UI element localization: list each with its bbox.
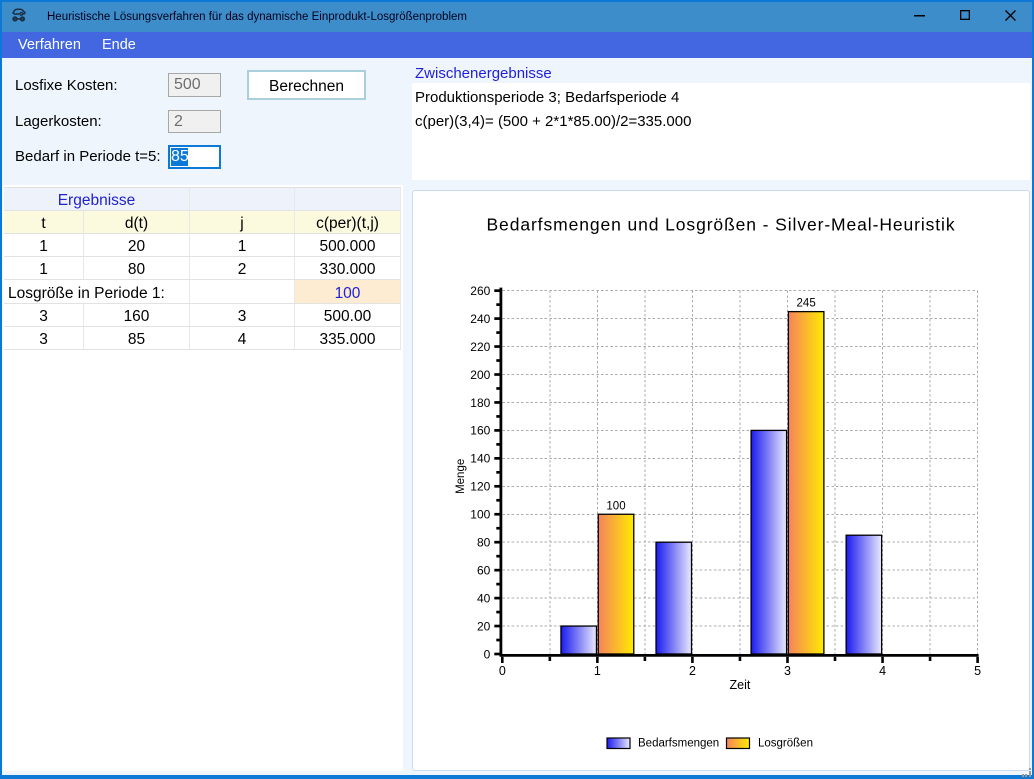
svg-text:60: 60 (477, 563, 491, 577)
svg-text:40: 40 (477, 591, 491, 605)
svg-text:80: 80 (477, 536, 491, 550)
svg-text:Bedarfsmengen und Losgrößen -: Bedarfsmengen und Losgrößen - Silver-Mea… (486, 215, 955, 235)
svg-text:5: 5 (974, 664, 981, 678)
svg-text:180: 180 (470, 396, 490, 410)
svg-text:Losgrößen: Losgrößen (758, 738, 813, 750)
svg-text:120: 120 (470, 480, 490, 494)
svg-text:4: 4 (879, 664, 886, 678)
svg-text:200: 200 (470, 368, 490, 382)
svg-text:220: 220 (470, 340, 490, 354)
svg-text:1: 1 (594, 664, 601, 678)
svg-text:260: 260 (470, 284, 490, 298)
svg-text:140: 140 (470, 452, 490, 466)
svg-text:245: 245 (797, 298, 816, 310)
svg-text:20: 20 (477, 619, 491, 633)
svg-text:Zeit: Zeit (730, 678, 751, 692)
svg-text:Menge: Menge (455, 459, 467, 494)
svg-text:0: 0 (484, 647, 491, 661)
svg-text:2: 2 (689, 664, 696, 678)
svg-text:100: 100 (470, 508, 490, 522)
svg-text:160: 160 (470, 424, 490, 438)
svg-text:Bedarfsmengen: Bedarfsmengen (638, 738, 719, 750)
svg-text:240: 240 (470, 312, 490, 326)
svg-text:3: 3 (784, 664, 791, 678)
svg-text:100: 100 (606, 500, 625, 512)
svg-text:0: 0 (499, 664, 506, 678)
